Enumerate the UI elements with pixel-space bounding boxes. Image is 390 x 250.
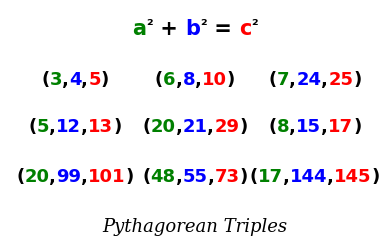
Text: 7: 7 (277, 71, 289, 89)
Text: Pythagorean Triples: Pythagorean Triples (103, 218, 287, 236)
Text: ,: , (321, 118, 328, 136)
Text: ): ) (239, 168, 248, 186)
Text: 5: 5 (88, 71, 101, 89)
Text: ,: , (289, 71, 296, 89)
Text: 12: 12 (56, 118, 81, 136)
Text: ²: ² (200, 18, 207, 33)
Text: 21: 21 (183, 118, 207, 136)
Text: 17: 17 (258, 168, 283, 186)
Text: ,: , (62, 71, 69, 89)
Text: ): ) (372, 168, 380, 186)
Text: (: ( (269, 118, 277, 136)
Text: ,: , (207, 168, 215, 186)
Text: 8: 8 (183, 71, 195, 89)
Text: ,: , (176, 118, 183, 136)
Text: ): ) (353, 71, 362, 89)
Text: (: ( (142, 168, 151, 186)
Text: ,: , (176, 168, 183, 186)
Text: b: b (185, 19, 200, 39)
Text: (: ( (269, 71, 277, 89)
Text: ,: , (289, 118, 296, 136)
Text: 13: 13 (88, 118, 113, 136)
Text: 17: 17 (328, 118, 353, 136)
Text: 145: 145 (334, 168, 372, 186)
Text: ,: , (50, 118, 56, 136)
Text: +: + (153, 19, 185, 39)
Text: ): ) (353, 118, 362, 136)
Text: 144: 144 (290, 168, 328, 186)
Text: ,: , (195, 71, 202, 89)
Text: ): ) (126, 168, 134, 186)
Text: ²: ² (146, 18, 153, 33)
Text: ,: , (81, 168, 88, 186)
Text: (: ( (16, 168, 24, 186)
Text: (: ( (28, 118, 37, 136)
Text: ): ) (227, 71, 235, 89)
Text: ,: , (207, 118, 215, 136)
Text: a: a (132, 19, 146, 39)
Text: 20: 20 (151, 118, 176, 136)
Text: 99: 99 (56, 168, 81, 186)
Text: 55: 55 (183, 168, 207, 186)
Text: (: ( (142, 118, 151, 136)
Text: ,: , (176, 71, 183, 89)
Text: 8: 8 (277, 118, 289, 136)
Text: 24: 24 (296, 71, 321, 89)
Text: (: ( (155, 71, 163, 89)
Text: ): ) (101, 71, 109, 89)
Text: ,: , (328, 168, 334, 186)
Text: (: ( (250, 168, 258, 186)
Text: 20: 20 (24, 168, 50, 186)
Text: 6: 6 (163, 71, 176, 89)
Text: 48: 48 (151, 168, 176, 186)
Text: ²: ² (251, 18, 258, 33)
Text: ,: , (283, 168, 290, 186)
Text: ,: , (321, 71, 328, 89)
Text: ,: , (81, 118, 88, 136)
Text: 3: 3 (50, 71, 62, 89)
Text: ,: , (50, 168, 56, 186)
Text: 101: 101 (88, 168, 126, 186)
Text: 29: 29 (215, 118, 239, 136)
Text: =: = (207, 19, 239, 39)
Text: ): ) (239, 118, 248, 136)
Text: c: c (239, 19, 251, 39)
Text: 5: 5 (37, 118, 50, 136)
Text: (: ( (41, 71, 50, 89)
Text: 10: 10 (202, 71, 227, 89)
Text: 15: 15 (296, 118, 321, 136)
Text: ): ) (113, 118, 121, 136)
Text: 4: 4 (69, 71, 81, 89)
Text: ,: , (81, 71, 88, 89)
Text: 25: 25 (328, 71, 353, 89)
Text: 73: 73 (215, 168, 239, 186)
